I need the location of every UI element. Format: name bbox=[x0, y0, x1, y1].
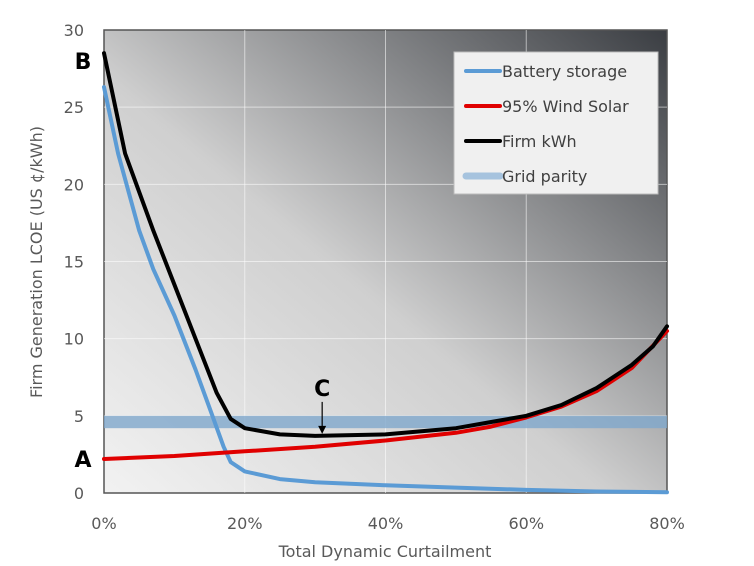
y-tick-label: 30 bbox=[64, 21, 84, 40]
legend-entry: Battery storage bbox=[502, 62, 627, 81]
annotation-a: A bbox=[74, 448, 91, 473]
y-tick-label: 25 bbox=[64, 98, 84, 117]
95-wind-solar-line bbox=[102, 329, 669, 461]
x-tick-label: 60% bbox=[508, 514, 544, 533]
y-tick-label: 15 bbox=[64, 253, 84, 272]
legend-entry: 95% Wind Solar bbox=[502, 97, 629, 116]
y-tick-label: 0 bbox=[74, 484, 84, 503]
x-tick-label: 80% bbox=[649, 514, 685, 533]
legend: Battery storage 95% Wind Solar Firm kWh Gri… bbox=[453, 51, 659, 195]
annotation-arrowhead bbox=[318, 425, 327, 434]
firm-kwh-line bbox=[102, 51, 669, 438]
y-axis-label: Firm Generation LCOE (US ¢/kWh) bbox=[27, 126, 46, 398]
y-tick-label: 5 bbox=[74, 407, 84, 426]
y-tick-label: 20 bbox=[64, 175, 84, 194]
annotation-b: B bbox=[75, 50, 92, 75]
legend-entry: Grid parity bbox=[502, 167, 587, 186]
annotation-c: C bbox=[314, 377, 330, 402]
battery-storage-line bbox=[102, 85, 669, 495]
x-tick-label: 40% bbox=[368, 514, 404, 533]
x-tick-label: 20% bbox=[227, 514, 263, 533]
x-axis-label: Total Dynamic Curtailment bbox=[278, 542, 492, 561]
legend-entry: Firm kWh bbox=[502, 132, 577, 151]
y-tick-label: 10 bbox=[64, 330, 84, 349]
grid-parity-band bbox=[104, 415, 667, 429]
x-tick-label: 0% bbox=[91, 514, 116, 533]
